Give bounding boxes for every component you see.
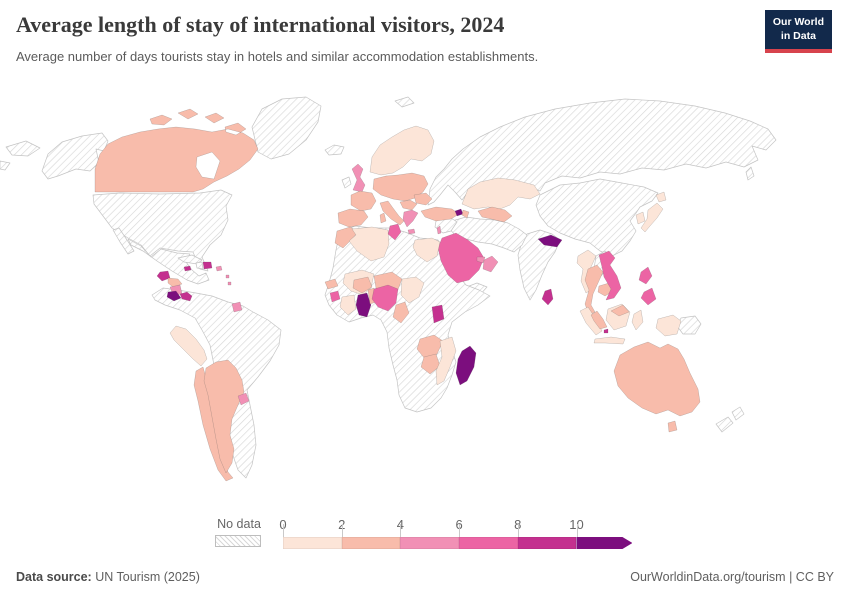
country-jamaica[interactable]	[183, 265, 192, 272]
legend-tick-line	[283, 524, 284, 537]
legend-no-data-swatch[interactable]	[215, 535, 261, 547]
country-kazakhstan[interactable]	[461, 177, 541, 210]
country-scandinavia[interactable]	[369, 125, 435, 176]
country-costa-rica[interactable]	[166, 290, 182, 302]
country-zimbabwe[interactable]	[420, 353, 441, 375]
legend-no-data-label: No data	[217, 517, 261, 531]
country-senegal[interactable]	[324, 278, 339, 290]
region-cuba[interactable]	[177, 254, 203, 265]
country-cameroon[interactable]	[392, 301, 410, 324]
region-new-zealand[interactable]	[715, 406, 745, 433]
legend-segment-4-6[interactable]	[400, 537, 460, 549]
page-subtitle: Average number of days tourists stay in …	[16, 49, 539, 64]
country-nigeria[interactable]	[371, 284, 399, 312]
country-malaysia[interactable]	[590, 304, 630, 330]
country-vietnam[interactable]	[598, 250, 622, 301]
legend-tick-line	[459, 524, 461, 537]
country-sri-lanka[interactable]	[541, 288, 554, 306]
country-uzbekistan-turkmenistan[interactable]	[477, 206, 513, 223]
country-zambia[interactable]	[416, 334, 444, 360]
country-central-europe[interactable]	[372, 172, 429, 202]
region-iceland[interactable]	[324, 144, 345, 156]
legend-segment-0-2[interactable]	[283, 537, 342, 549]
country-ghana[interactable]	[355, 292, 372, 318]
country-algeria[interactable]	[348, 226, 390, 262]
country-japan[interactable]	[640, 191, 667, 233]
region-china-mongolia[interactable]	[535, 178, 659, 257]
legend-no-data: No data	[215, 517, 263, 547]
country-iberia[interactable]	[337, 208, 369, 228]
country-mozambique[interactable]	[435, 336, 457, 386]
country-cote-divoire[interactable]	[339, 294, 357, 316]
country-australia[interactable]	[613, 341, 701, 433]
country-chad[interactable]	[400, 276, 425, 304]
region-svalbard[interactable]	[394, 96, 415, 108]
legend-tick-line	[517, 524, 519, 537]
country-tunisia[interactable]	[387, 223, 402, 241]
country-argentina[interactable]	[203, 359, 245, 474]
country-uganda[interactable]	[431, 304, 445, 324]
footer-source-value: UN Tourism (2025)	[91, 570, 200, 584]
country-france[interactable]	[350, 190, 377, 212]
country-uae[interactable]	[476, 256, 486, 264]
country-philippines[interactable]	[638, 266, 657, 306]
page-title: Average length of stay of international …	[16, 12, 505, 37]
legend-segment-8-10[interactable]	[517, 537, 577, 549]
country-suriname[interactable]	[231, 301, 243, 313]
owid-logo-line2: in Data	[780, 29, 816, 42]
country-oman[interactable]	[482, 255, 499, 273]
legend-segment-10+[interactable]	[576, 537, 632, 549]
legend-tick-line	[400, 524, 402, 537]
region-ireland[interactable]	[341, 176, 352, 189]
country-crete[interactable]	[407, 228, 416, 235]
legend-scale: 0246810	[279, 517, 643, 553]
region-greenland[interactable]	[251, 96, 322, 160]
region-papua-new-guinea[interactable]	[676, 315, 702, 335]
country-madagascar[interactable]	[455, 345, 477, 386]
country-puerto-rico[interactable]	[215, 265, 223, 272]
country-burkina-faso[interactable]	[352, 276, 373, 294]
country-azerbaijan[interactable]	[461, 209, 470, 219]
country-uruguay[interactable]	[237, 392, 250, 406]
country-saudi-arabia[interactable]	[437, 232, 485, 284]
country-greece[interactable]	[402, 209, 419, 228]
region-haiti[interactable]	[195, 261, 204, 270]
region-india[interactable]	[517, 229, 561, 301]
footer-source-label: Data source:	[16, 570, 92, 584]
region-alaska[interactable]	[41, 132, 109, 180]
country-balkans[interactable]	[399, 199, 418, 211]
region-colombia-venezuela-brazil[interactable]	[151, 287, 282, 479]
country-egypt[interactable]	[412, 237, 441, 263]
country-romania-bulgaria[interactable]	[413, 192, 433, 206]
country-panama[interactable]	[179, 291, 193, 302]
country-south-korea[interactable]	[635, 211, 646, 225]
country-thailand[interactable]	[584, 264, 604, 316]
country-peru[interactable]	[169, 325, 208, 367]
country-indonesia[interactable]	[579, 303, 682, 345]
country-sierra-leone[interactable]	[329, 290, 341, 303]
country-guatemala[interactable]	[156, 270, 171, 282]
country-corsica-sardinia[interactable]	[379, 212, 387, 224]
footer-link[interactable]: OurWorldinData.org/tourism | CC BY	[630, 570, 834, 584]
world-map	[0, 96, 777, 482]
country-israel[interactable]	[436, 225, 442, 235]
legend-tick-line	[341, 524, 343, 537]
country-united-kingdom[interactable]	[351, 163, 366, 193]
legend-tick-line	[576, 524, 578, 537]
footer: Data source: UN Tourism (2025) OurWorldi…	[16, 570, 834, 584]
legend-segment-2-4[interactable]	[341, 537, 401, 549]
region-chukotka-wrap[interactable]	[0, 140, 41, 171]
owid-logo-line1: Our World	[772, 16, 824, 28]
country-nepal[interactable]	[537, 234, 563, 248]
country-turkey[interactable]	[420, 206, 460, 222]
country-canada[interactable]	[94, 108, 259, 193]
legend-bar	[283, 537, 632, 549]
country-dominican-republic[interactable]	[202, 261, 213, 270]
country-singapore[interactable]	[603, 328, 609, 334]
legend-segment-6-8[interactable]	[459, 537, 518, 549]
country-lesser-antilles[interactable]	[225, 274, 232, 286]
owid-logo[interactable]: Our World in Data	[764, 10, 832, 54]
footer-source: Data source: UN Tourism (2025)	[16, 570, 200, 584]
